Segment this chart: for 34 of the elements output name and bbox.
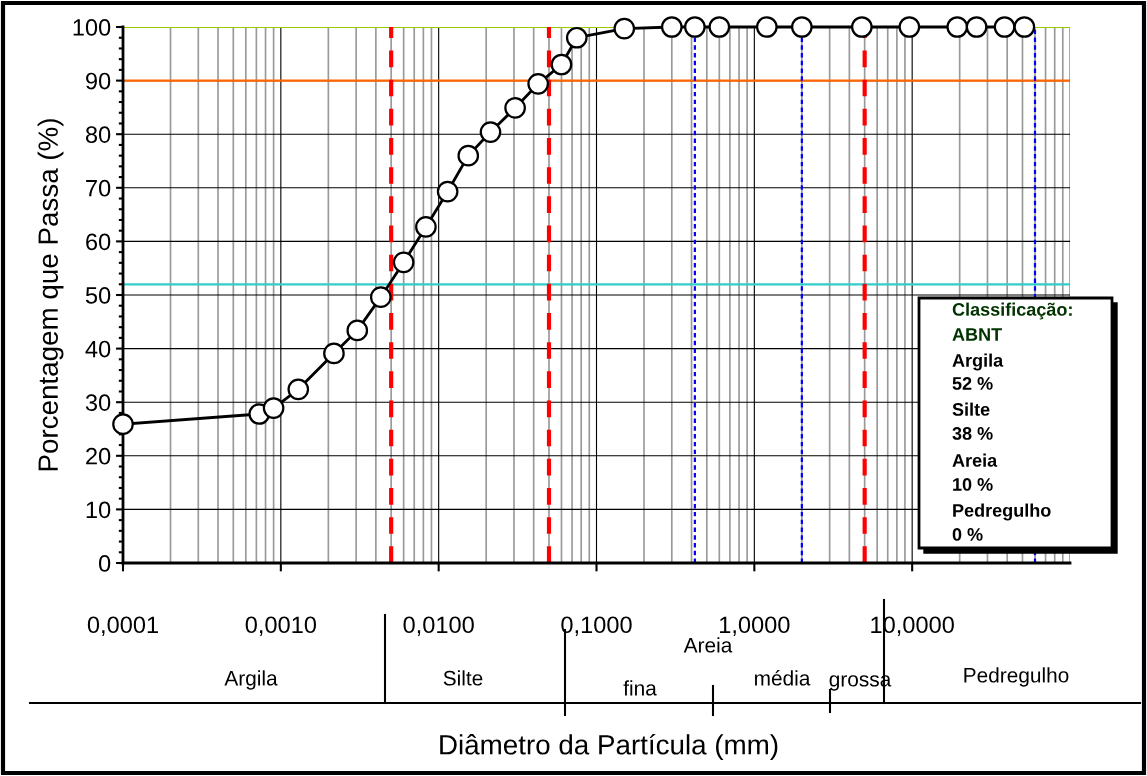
y-tick-label: 10	[86, 501, 111, 519]
y-axis-title: Porcentagem que Passa (%)	[37, 119, 64, 471]
y-tick-label: 90	[86, 72, 111, 90]
x-axis-title: Diâmetro da Partícula (mm)	[440, 733, 778, 761]
annotation: 52 %	[952, 377, 993, 390]
y-tick-label: 80	[85, 126, 111, 143]
annotation: 38 %	[952, 427, 993, 440]
x-tick-label: 0,0001	[87, 616, 158, 636]
y-tick-label: 20	[86, 447, 111, 465]
y-tick-label: 100	[73, 19, 111, 36]
y-tick-label: 30	[85, 394, 111, 411]
text: média	[755, 670, 811, 686]
text: Silte	[443, 670, 483, 686]
annotation: ABNT	[952, 328, 1002, 341]
x-tick-label: 0,0010	[245, 616, 317, 636]
y-tick-label: 50	[85, 287, 111, 304]
annotation: 0 %	[952, 528, 983, 541]
annotation: 10 %	[953, 478, 993, 491]
annotation: Argila	[952, 353, 1004, 371]
x-tick-label: 0,0100	[403, 616, 474, 636]
x-tick-label: 1,0000	[720, 616, 790, 636]
text: fina	[623, 680, 657, 696]
annotation: Areia	[952, 453, 998, 467]
y-tick-label: 40	[85, 340, 111, 358]
y-tick-label: 0	[98, 555, 111, 572]
y-tick-label: 70	[86, 179, 111, 197]
annotation: Silte	[952, 402, 990, 416]
text: Pedregulho	[964, 667, 1069, 687]
y-tick-label: 60	[86, 233, 111, 251]
text: Areia	[683, 637, 733, 653]
annotation: Classificação:	[952, 302, 1072, 320]
annotation: Pedregulho	[953, 503, 1051, 521]
x-tick-label: 0,1000	[561, 616, 632, 636]
text: Argila	[224, 670, 278, 690]
